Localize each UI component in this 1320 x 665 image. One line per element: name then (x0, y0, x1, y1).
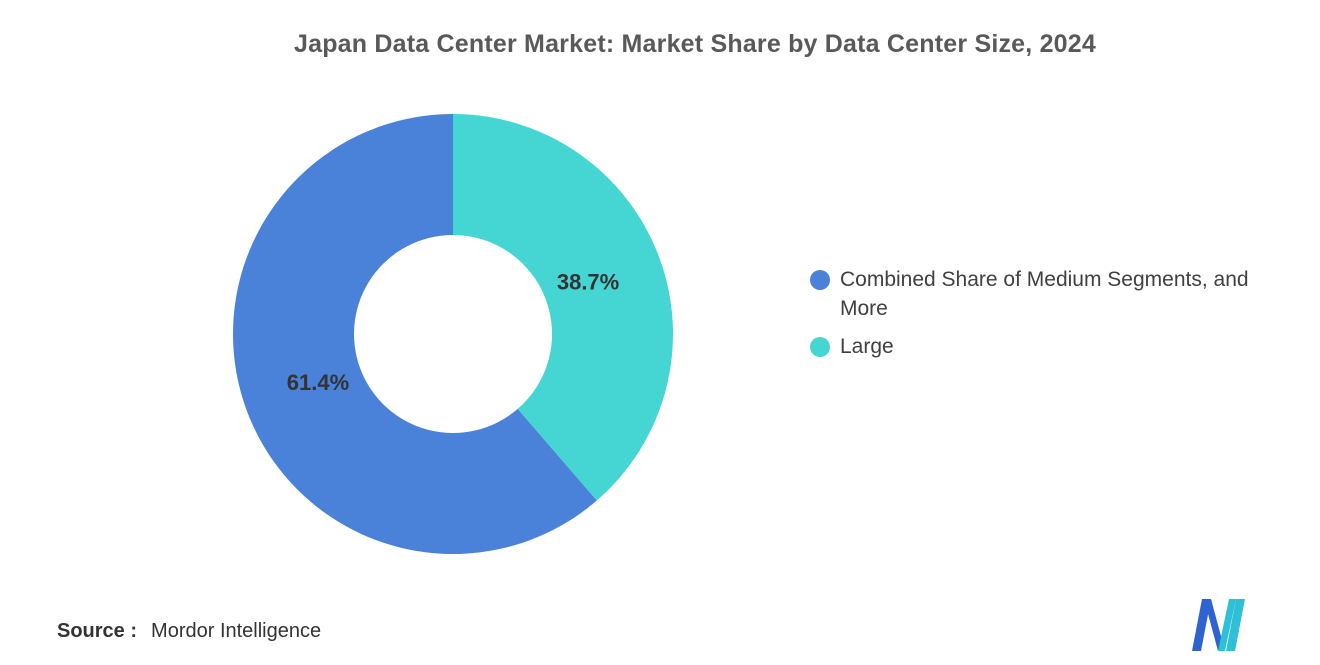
logo-right-stroke (1226, 599, 1245, 651)
mordor-intelligence-logo (1192, 599, 1245, 651)
legend-swatch-large (810, 336, 830, 357)
legend-swatch-medium-segments (810, 270, 830, 290)
source-row: Source : Mordor Intelligence (57, 620, 321, 643)
logo-down-diagonal (1204, 599, 1225, 651)
legend-item-medium-segments: Combined Share of Medium Segments, and M… (810, 266, 1288, 324)
source-label: Source : (57, 620, 138, 642)
slice-label-1: 38.7% (557, 270, 619, 295)
legend-label-large: Large (840, 334, 894, 358)
chart-title: Japan Data Center Market: Market Share b… (293, 30, 1096, 58)
logo-left-stroke (1192, 599, 1211, 651)
pie-slice-1 (453, 114, 673, 501)
legend-label-medium-segments: Combined Share of Medium Segments, and M… (840, 268, 1249, 320)
legend: Combined Share of Medium Segments, and M… (810, 266, 1288, 371)
donut-chart: 61.4% 38.7% (233, 114, 673, 554)
legend-item-large: Large (810, 333, 1288, 362)
pie-slice-0 (233, 114, 597, 554)
slice-label-0: 61.4% (287, 370, 349, 395)
logo-up-diagonal (1218, 599, 1236, 651)
source-value: Mordor Intelligence (151, 620, 322, 642)
